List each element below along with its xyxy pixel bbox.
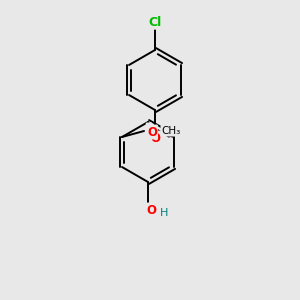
Text: CH₃: CH₃ xyxy=(161,126,180,136)
Text: O: O xyxy=(150,131,160,145)
Text: O: O xyxy=(146,203,156,217)
Text: I: I xyxy=(147,124,151,136)
Text: H: H xyxy=(160,208,168,218)
Text: Cl: Cl xyxy=(148,16,162,28)
Text: O: O xyxy=(147,125,157,139)
